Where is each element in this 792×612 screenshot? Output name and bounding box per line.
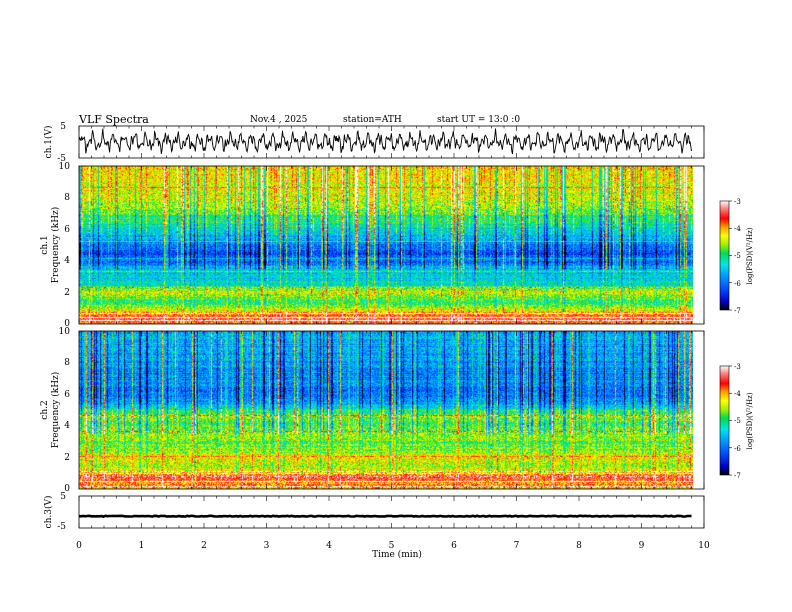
- ch1-ytick-bottom: -5: [57, 154, 66, 164]
- ch1-colorbar-ticks: [729, 200, 732, 311]
- ch1-spectrogram-panel: 0 2 4 6 8 10 ch.1 Frequency (kHz) -3 -4 …: [40, 162, 754, 329]
- ch1-ytick-0: 0: [64, 319, 70, 329]
- ch2-colorbar: [719, 365, 730, 476]
- ch1-channel-label: ch.1: [40, 235, 50, 254]
- x-tick-label: 5: [389, 541, 395, 551]
- ch2-frequency-label: Frequency (kHz): [50, 372, 61, 449]
- x-tick-label: 3: [264, 541, 270, 551]
- ch2-spectrogram-ticks: [78, 331, 705, 489]
- ch1-ytick-4: 4: [64, 256, 70, 266]
- ch2-cb-tick-m6: -6: [734, 445, 741, 453]
- ch2-channel-label: ch.2: [40, 400, 50, 419]
- ch1-ytick-10: 10: [59, 162, 71, 172]
- x-tick-label: 8: [576, 541, 582, 551]
- ch2-ytick-2: 2: [64, 453, 70, 463]
- ch3-ytick-bottom: -5: [57, 522, 66, 532]
- ch1-cb-tick-m6: -6: [734, 280, 741, 288]
- x-tick-label: 4: [326, 541, 332, 551]
- ch1-waveform-panel: 5 -5 ch.1(V): [43, 122, 705, 164]
- ch2-frequency-tick-labels: 0 2 4 6 8 10: [59, 327, 71, 494]
- ch2-colorbar-ticks: [729, 365, 732, 476]
- ch2-ytick-8: 8: [64, 358, 70, 368]
- station-label: station=ATH: [343, 115, 402, 125]
- ch2-colorbar-label: log(PSD)(V²/Hz): [746, 392, 754, 449]
- ch2-cb-tick-m5: -5: [734, 417, 741, 425]
- x-tick-label: 10: [698, 541, 710, 551]
- ch2-cb-tick-m7: -7: [734, 472, 741, 480]
- ch2-spectrogram-panel: 0 2 4 6 8 10 ch.2 Frequency (kHz) -3 -4 …: [40, 327, 754, 494]
- ch3-waveform-panel: 5 -5 ch.3(V): [43, 492, 705, 532]
- ch3-ylabel: ch.3(V): [43, 496, 54, 529]
- start-ut-label: start UT = 13:0 :0: [437, 115, 520, 125]
- ch1-ylabel: ch.1(V): [43, 126, 54, 159]
- ch1-frequency-tick-labels: 0 2 4 6 8 10: [59, 162, 71, 329]
- x-axis-label: Time (min): [372, 549, 422, 560]
- ch1-ytick-6: 6: [64, 225, 70, 235]
- ch1-waveform-line: [78, 128, 692, 155]
- ch2-ytick-4: 4: [64, 421, 70, 431]
- ch1-cb-tick-m5: -5: [734, 252, 741, 260]
- x-tick-label: 7: [514, 541, 520, 551]
- ch1-spectrogram-ticks: [78, 166, 705, 324]
- ch1-ytick-top: 5: [60, 122, 66, 132]
- x-tick-label: 6: [451, 541, 457, 551]
- ch1-frequency-label: Frequency (kHz): [50, 207, 61, 284]
- ch2-spectrogram-image: [79, 331, 693, 489]
- ch3-waveform-line: [78, 514, 692, 518]
- x-tick-label: 9: [639, 541, 645, 551]
- ch2-ytick-0: 0: [64, 484, 70, 494]
- ch3-waveform-ticks: [78, 496, 705, 528]
- ch1-spectrogram-image: [79, 166, 693, 324]
- ch1-cb-tick-m4: -4: [734, 225, 741, 233]
- ch2-ytick-10: 10: [59, 327, 71, 337]
- ch1-ytick-8: 8: [64, 193, 70, 203]
- ch2-cb-tick-m3: -3: [734, 363, 741, 371]
- ch1-cb-tick-m3: -3: [734, 198, 741, 206]
- ch1-colorbar: [719, 200, 730, 311]
- ch3-ytick-top: 5: [60, 492, 66, 502]
- figure-title: VLF Spectra: [78, 113, 149, 126]
- ch1-colorbar-label: log(PSD)(V²/Hz): [746, 227, 754, 284]
- x-tick-label: 1: [139, 541, 145, 551]
- ch1-waveform-ticks: [78, 126, 705, 158]
- x-axis-tick-labels: 0 1 2 3 4 5 6 7 8 9 10: [76, 541, 710, 551]
- ch2-ytick-6: 6: [64, 390, 70, 400]
- ch2-cb-tick-m4: -4: [734, 390, 741, 398]
- x-tick-label: 0: [76, 541, 82, 551]
- date-label: Nov.4 , 2025: [250, 115, 308, 125]
- ch1-cb-tick-m7: -7: [734, 307, 741, 315]
- ch1-ytick-2: 2: [64, 288, 70, 298]
- x-tick-label: 2: [201, 541, 207, 551]
